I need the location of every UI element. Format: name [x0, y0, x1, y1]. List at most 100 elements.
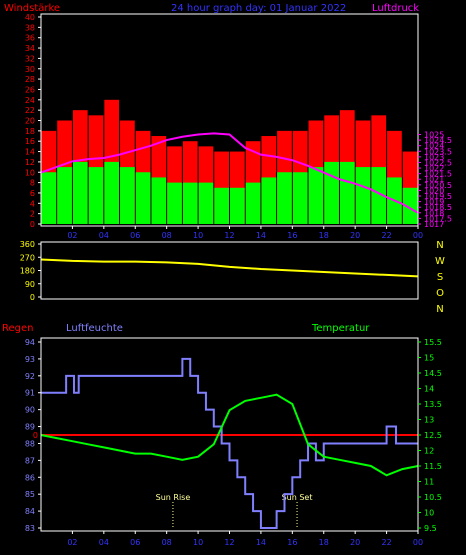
time-tick-label-bottom: 06	[130, 538, 140, 547]
temperature-tick-label: 11.5	[424, 462, 442, 471]
wind-avg-bar	[182, 182, 198, 224]
wind-tick-label: 22	[25, 106, 35, 115]
pressure-line	[40, 132, 419, 214]
humidity-axis-ticks: 83 84 85 86 87 88 89 90 91 92 93 94	[25, 338, 41, 533]
time-tick-label-bottom: 14	[256, 538, 266, 547]
wind-avg-bar	[371, 167, 387, 224]
wind-tick-label: 2	[30, 210, 35, 219]
compass-label: N	[436, 304, 443, 315]
time-tick-label-bottom: 08	[162, 538, 172, 547]
wind-tick-label: 34	[25, 44, 35, 53]
wind-avg-bar	[120, 167, 135, 224]
wind-tick-label: 18	[25, 127, 35, 136]
wind-avg-bar	[41, 172, 57, 224]
wind-tick-label: 12	[25, 158, 35, 167]
pressure-axis-ticks: 10171017.510181018.510191019.510201020.5…	[418, 130, 452, 229]
time-tick-label: 12	[224, 231, 234, 240]
wind-avg-bar	[292, 172, 308, 224]
time-tick-label-bottom: 02	[67, 538, 77, 547]
wind-direction-line	[40, 258, 419, 278]
wind-tick-label: 10	[25, 168, 35, 177]
time-tick-label-bottom: 10	[193, 538, 203, 547]
wind-tick-label: 32	[25, 54, 35, 63]
humidity-tick-label: 89	[25, 423, 35, 432]
wind-avg-bar	[88, 167, 104, 224]
humidity-tick-label: 92	[25, 372, 35, 381]
temperature-tick-label: 12	[424, 447, 434, 456]
time-tick-label: 20	[350, 231, 360, 240]
time-tick-label-bottom: 20	[350, 538, 360, 547]
wind-tick-label: 8	[30, 179, 35, 188]
wind-tick-label: 38	[25, 23, 35, 32]
wind-tick-label: 28	[25, 75, 35, 84]
time-tick-label: 08	[162, 231, 172, 240]
temperature-tick-label: 11	[424, 478, 434, 487]
time-tick-label: 16	[287, 231, 297, 240]
compass-label: O	[436, 288, 444, 299]
pressure-tick-label: 1024	[424, 142, 444, 151]
wind-tick-label: 40	[25, 13, 35, 22]
humidity-tick-label: 85	[25, 490, 35, 499]
pressure-tick-label: 1023.5	[424, 147, 452, 156]
temperature-tick-label: 12.5	[424, 431, 442, 440]
direction-tick-label: 270	[20, 253, 35, 262]
rain-zero-label: 0	[33, 431, 38, 440]
humidity-tick-label: 91	[25, 389, 35, 398]
humidity-tick-label: 86	[25, 473, 35, 482]
wind-axis-title: Windstärke	[4, 3, 60, 14]
compass-label: N	[436, 240, 443, 251]
wind-avg-bar	[277, 172, 292, 224]
humidity-tick-label: 94	[25, 338, 35, 347]
temperature-tick-label: 15	[424, 354, 434, 363]
humidity-tick-label: 83	[25, 524, 35, 533]
wind-avg-bar	[339, 161, 355, 224]
pressure-tick-label: 1024.5	[424, 136, 452, 145]
temperature-tick-label: 10	[424, 509, 434, 518]
wind-tick-label: 24	[25, 96, 35, 105]
pressure-tick-label: 1021.5	[424, 170, 452, 179]
pressure-tick-label: 1025	[424, 130, 444, 139]
wind-tick-label: 20	[25, 117, 35, 126]
pressure-tick-label: 1022.5	[424, 158, 452, 167]
temperature-tick-label: 10.5	[424, 493, 442, 502]
humidity-temperature-panel: Regen Luftfeuchte Temperatur Sun Rise Sun…	[2, 323, 442, 547]
time-tick-label-bottom: 12	[224, 538, 234, 547]
temperature-tick-label: 13	[424, 416, 434, 425]
time-tick-label: 22	[381, 231, 391, 240]
humidity-tick-label: 88	[25, 439, 35, 448]
wind-avg-bar	[355, 167, 371, 224]
humidity-tick-label: 90	[25, 406, 35, 415]
wind-avg-bar	[245, 182, 261, 224]
pressure-tick-label: 1023	[424, 153, 444, 162]
wind-avg-bar	[402, 187, 418, 224]
compass-label: S	[437, 272, 443, 283]
time-tick-label-bottom: 18	[319, 538, 329, 547]
wind-avg-bar	[261, 177, 277, 224]
wind-avg-bar	[324, 161, 339, 224]
time-tick-label-bottom: 16	[287, 538, 297, 547]
direction-axis-ticks: 0 90 180 270 360	[20, 240, 41, 302]
pressure-tick-label: 1019	[424, 198, 444, 207]
pressure-tick-label: 1020.5	[424, 181, 452, 190]
pressure-tick-label: 1019.5	[424, 192, 452, 201]
wind-tick-label: 4	[30, 199, 35, 208]
wind-avg-bar	[230, 187, 245, 224]
wind-tick-label: 36	[25, 34, 35, 43]
humidity-axis-title: Luftfeuchte	[66, 323, 123, 334]
pressure-tick-label: 1018	[424, 209, 444, 218]
wind-avg-bar	[135, 172, 151, 224]
rain-axis-title: Regen	[2, 323, 34, 334]
humidity-tick-label: 93	[25, 355, 35, 364]
time-tick-label: 06	[130, 231, 140, 240]
pressure-axis-title: Luftdruck	[372, 3, 419, 14]
temperature-line	[40, 393, 419, 477]
wind-tick-label: 0	[30, 220, 35, 229]
wind-avg-bar	[214, 187, 229, 224]
direction-tick-label: 90	[25, 280, 35, 289]
wind-avg-bars	[41, 161, 418, 224]
direction-tick-label: 180	[20, 267, 35, 276]
time-axis-ticks-bottom: 02 04 06 08 10 12 14 16 18 20 22 00	[67, 531, 423, 547]
temperature-tick-label: 13.5	[424, 400, 442, 409]
